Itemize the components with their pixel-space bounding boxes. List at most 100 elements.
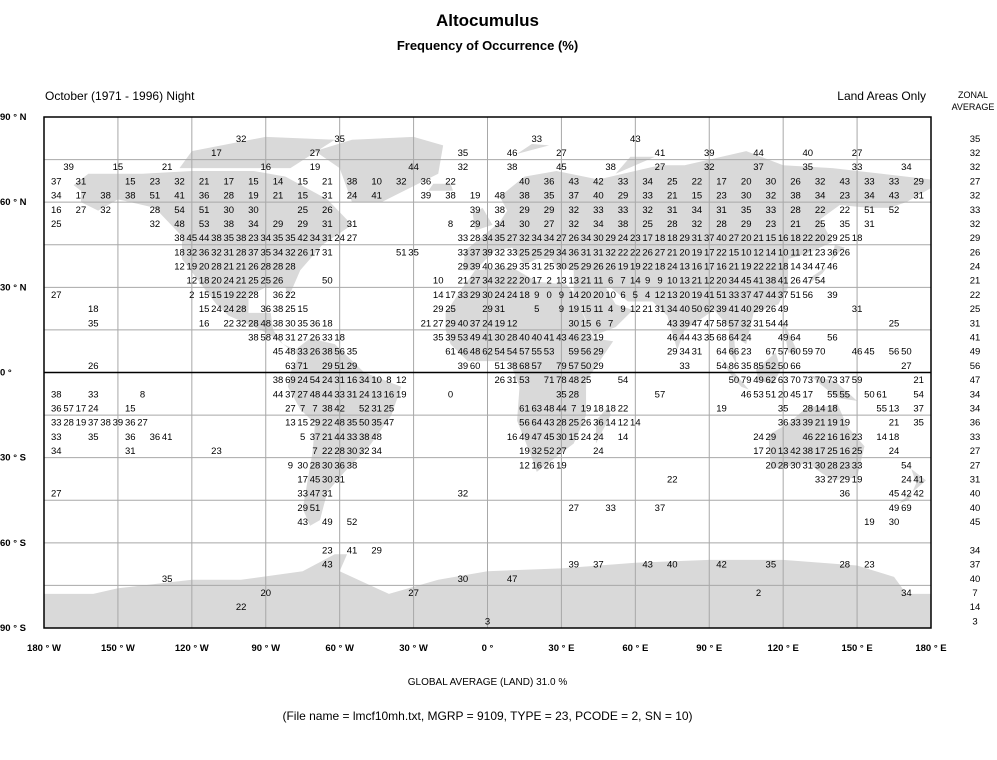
cell-value: 34	[667, 304, 678, 315]
lat-tick-label: 60 ° N	[0, 197, 27, 208]
cell-value: 26	[790, 276, 801, 287]
cell-value: 28	[236, 247, 247, 258]
cell-value: 19	[581, 403, 592, 414]
cell-value: 48	[371, 432, 382, 443]
lat-tick-label: 30 ° N	[0, 282, 27, 293]
cell-value: 36	[568, 247, 579, 258]
cell-value: 24	[593, 432, 604, 443]
cell-value: 27	[297, 389, 308, 400]
cell-value: 25	[667, 176, 678, 187]
cell-value: 31	[334, 375, 345, 386]
cell-value: 27	[285, 403, 296, 414]
cell-value: 7	[312, 403, 317, 414]
cell-value: 49	[470, 333, 481, 344]
cell-value: 3	[485, 616, 490, 627]
cell-value: 45	[544, 432, 555, 443]
cell-value: 64	[790, 333, 801, 344]
cell-value: 45	[741, 276, 752, 287]
cell-value: 31	[322, 233, 333, 244]
cell-value: 50	[359, 418, 370, 429]
cell-value: 68	[519, 361, 530, 372]
cell-value: 51	[864, 205, 875, 216]
cell-value: 20	[260, 588, 271, 599]
cell-value: 38	[100, 418, 111, 429]
cell-value: 19	[396, 389, 407, 400]
cell-value: 6	[620, 290, 625, 301]
cell-value: 32	[741, 318, 752, 329]
cell-value: 12	[174, 262, 185, 273]
zonal-average-value: 32	[970, 162, 981, 173]
cell-value: 43	[642, 560, 653, 571]
cell-value: 39	[568, 560, 579, 571]
cell-value: 42	[297, 233, 308, 244]
cell-value: 38	[322, 347, 333, 358]
zonal-average-value: 25	[970, 304, 981, 315]
cell-value: 59	[568, 347, 579, 358]
cell-value: 50	[901, 347, 912, 358]
cell-value: 27	[297, 333, 308, 344]
cell-value: 25	[384, 403, 395, 414]
cell-value: 31	[667, 205, 678, 216]
cell-value: 17	[704, 247, 715, 258]
zonal-average-value: 7	[972, 588, 977, 599]
cell-value: 24	[224, 276, 235, 287]
cell-value: 47	[753, 290, 764, 301]
cell-value: 12	[753, 247, 764, 258]
cell-value: 21	[236, 262, 247, 273]
zonal-average-header: ZONAL AVERAGE	[950, 89, 996, 113]
cell-value: 43	[889, 191, 900, 202]
cell-value: 18	[174, 247, 185, 258]
cell-value: 38	[273, 304, 284, 315]
zonal-average-value: 35	[970, 134, 981, 145]
cell-value: 40	[593, 191, 604, 202]
cell-value: 17	[211, 148, 222, 159]
cell-value: 36	[273, 290, 284, 301]
cell-value: 52	[359, 403, 370, 414]
cell-value: 46	[568, 333, 579, 344]
cell-value: 25	[568, 418, 579, 429]
cell-value: 16	[507, 432, 518, 443]
cell-value: 15	[581, 304, 592, 315]
cell-value: 41	[371, 191, 382, 202]
cell-value: 20	[679, 247, 690, 258]
cell-value: 37	[741, 290, 752, 301]
cell-value: 35	[88, 432, 99, 443]
cell-value: 22	[630, 247, 641, 258]
cell-value: 67	[766, 347, 777, 358]
land-north-america	[73, 170, 352, 350]
cell-value: 49	[322, 517, 333, 528]
cell-value: 36	[199, 191, 210, 202]
cell-value: 53	[753, 389, 764, 400]
cell-value: 33	[679, 361, 690, 372]
chart-title: Altocumulus	[436, 11, 539, 30]
zonal-average-value: 40	[970, 503, 981, 514]
cell-value: 24	[88, 403, 99, 414]
cell-value: 32	[568, 205, 579, 216]
cell-value: 41	[778, 276, 789, 287]
cell-value: 23	[852, 432, 863, 443]
cell-value: 23	[815, 247, 826, 258]
cell-value: 32	[692, 219, 703, 230]
cell-value: 35	[224, 233, 235, 244]
cell-value: 14	[273, 176, 284, 187]
cell-value: 35	[803, 162, 814, 173]
cell-value: 79	[741, 375, 752, 386]
zonal-label-line1: ZONAL	[957, 90, 988, 100]
cell-value: 31	[913, 191, 924, 202]
cell-value: 28	[507, 333, 518, 344]
cell-value: 48	[174, 219, 185, 230]
cell-value: 9	[620, 304, 625, 315]
cell-value: 12	[519, 460, 530, 471]
cell-value: 30	[285, 318, 296, 329]
cell-value: 41	[347, 545, 358, 556]
cell-value: 56	[519, 418, 530, 429]
cell-value: 35	[297, 318, 308, 329]
lon-tick-label: 120 ° E	[768, 643, 799, 654]
zonal-average-value: 34	[970, 389, 981, 400]
cell-value: 2	[756, 588, 761, 599]
cell-value: 33	[507, 247, 518, 258]
cell-value: 35	[839, 219, 850, 230]
cell-value: 34	[901, 588, 912, 599]
cell-value: 20	[211, 276, 222, 287]
